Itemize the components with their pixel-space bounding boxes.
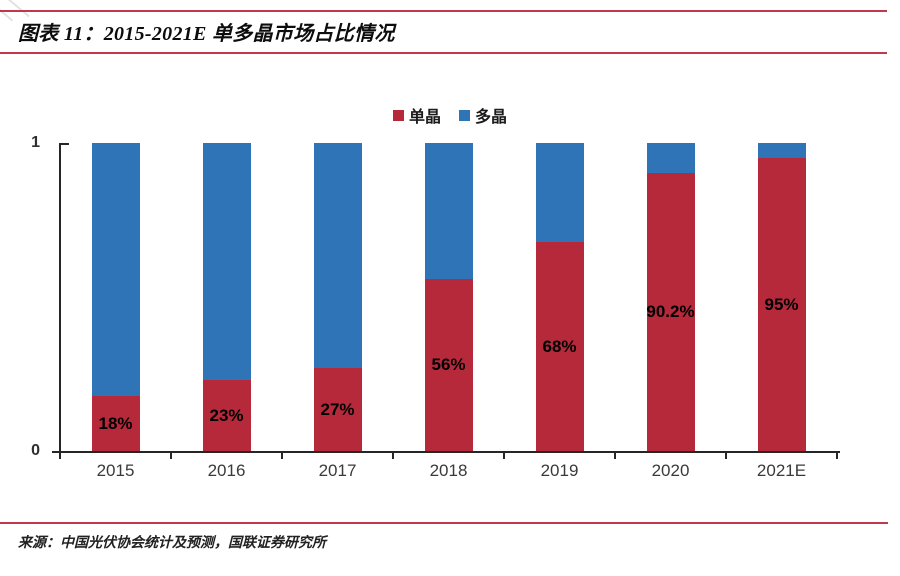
legend-item-mono: 单晶 <box>392 103 441 127</box>
x-axis-tick <box>614 451 616 459</box>
top-divider-line <box>0 10 887 12</box>
bar-segment-mono <box>91 396 140 451</box>
mono-series-swatch-icon <box>392 109 404 121</box>
legend-label-mono: 单晶 <box>408 109 441 126</box>
x-axis-category-label: 2020 <box>651 461 690 480</box>
bar-value-label: 90.2% <box>646 302 695 321</box>
x-axis-tick <box>725 451 727 459</box>
bar-value-label: 27% <box>320 399 355 419</box>
x-axis-tick <box>503 451 505 459</box>
bar-value-label: 68% <box>542 336 577 356</box>
x-axis-line <box>52 451 840 453</box>
x-axis-category-label: 2015 <box>96 461 135 480</box>
x-axis-tick <box>392 451 394 459</box>
x-axis-tick <box>281 451 283 459</box>
bar-segment-mono <box>202 380 251 451</box>
y-axis-tick-label-max: 1 <box>31 134 40 151</box>
y-axis-line <box>59 143 61 452</box>
footer-divider-line <box>0 522 888 524</box>
x-axis-category-label: 2018 <box>429 461 468 480</box>
bar-segment-poly <box>424 143 473 279</box>
poly-series-swatch-icon <box>459 109 470 121</box>
x-axis-category-label: 2019 <box>540 461 579 480</box>
bar-segment-poly <box>757 143 806 158</box>
source-note: 来源：中国光伏协会统计及预测，国联证券研究所 <box>18 536 326 551</box>
x-axis-tick <box>836 451 838 459</box>
bar-value-label: 95% <box>764 294 799 314</box>
chart-legend: 单晶 多晶 <box>0 103 900 127</box>
bar-segment-poly <box>313 143 362 368</box>
bar-segment-poly <box>646 143 695 173</box>
x-axis-tick <box>59 451 61 459</box>
bar-value-label: 23% <box>209 405 244 425</box>
title-divider-line <box>0 52 887 54</box>
figure-title: 图表 11：2015-2021E 单多晶市场占比情况 <box>18 23 395 45</box>
y-axis-top-tick <box>60 143 69 145</box>
x-axis-category-label: 2021E <box>756 461 807 480</box>
bar-segment-poly <box>202 143 251 380</box>
legend-item-poly: 多晶 <box>459 103 507 127</box>
x-axis-tick <box>170 451 172 459</box>
bar-value-label: 18% <box>98 413 133 433</box>
legend-label-poly: 多晶 <box>475 109 508 126</box>
bar-segment-poly <box>535 143 584 242</box>
bar-segment-mono <box>646 173 695 451</box>
x-axis-category-label: 2017 <box>318 461 357 480</box>
bar-segment-mono <box>757 158 806 451</box>
bar-segment-mono <box>313 368 362 451</box>
bar-segment-poly <box>91 143 140 396</box>
bar-segment-mono <box>535 242 584 451</box>
bar-value-label: 56% <box>431 355 466 374</box>
bar-segment-mono <box>424 279 473 451</box>
y-axis-tick-label-min: 0 <box>31 442 40 459</box>
x-axis-category-label: 2016 <box>207 461 246 480</box>
